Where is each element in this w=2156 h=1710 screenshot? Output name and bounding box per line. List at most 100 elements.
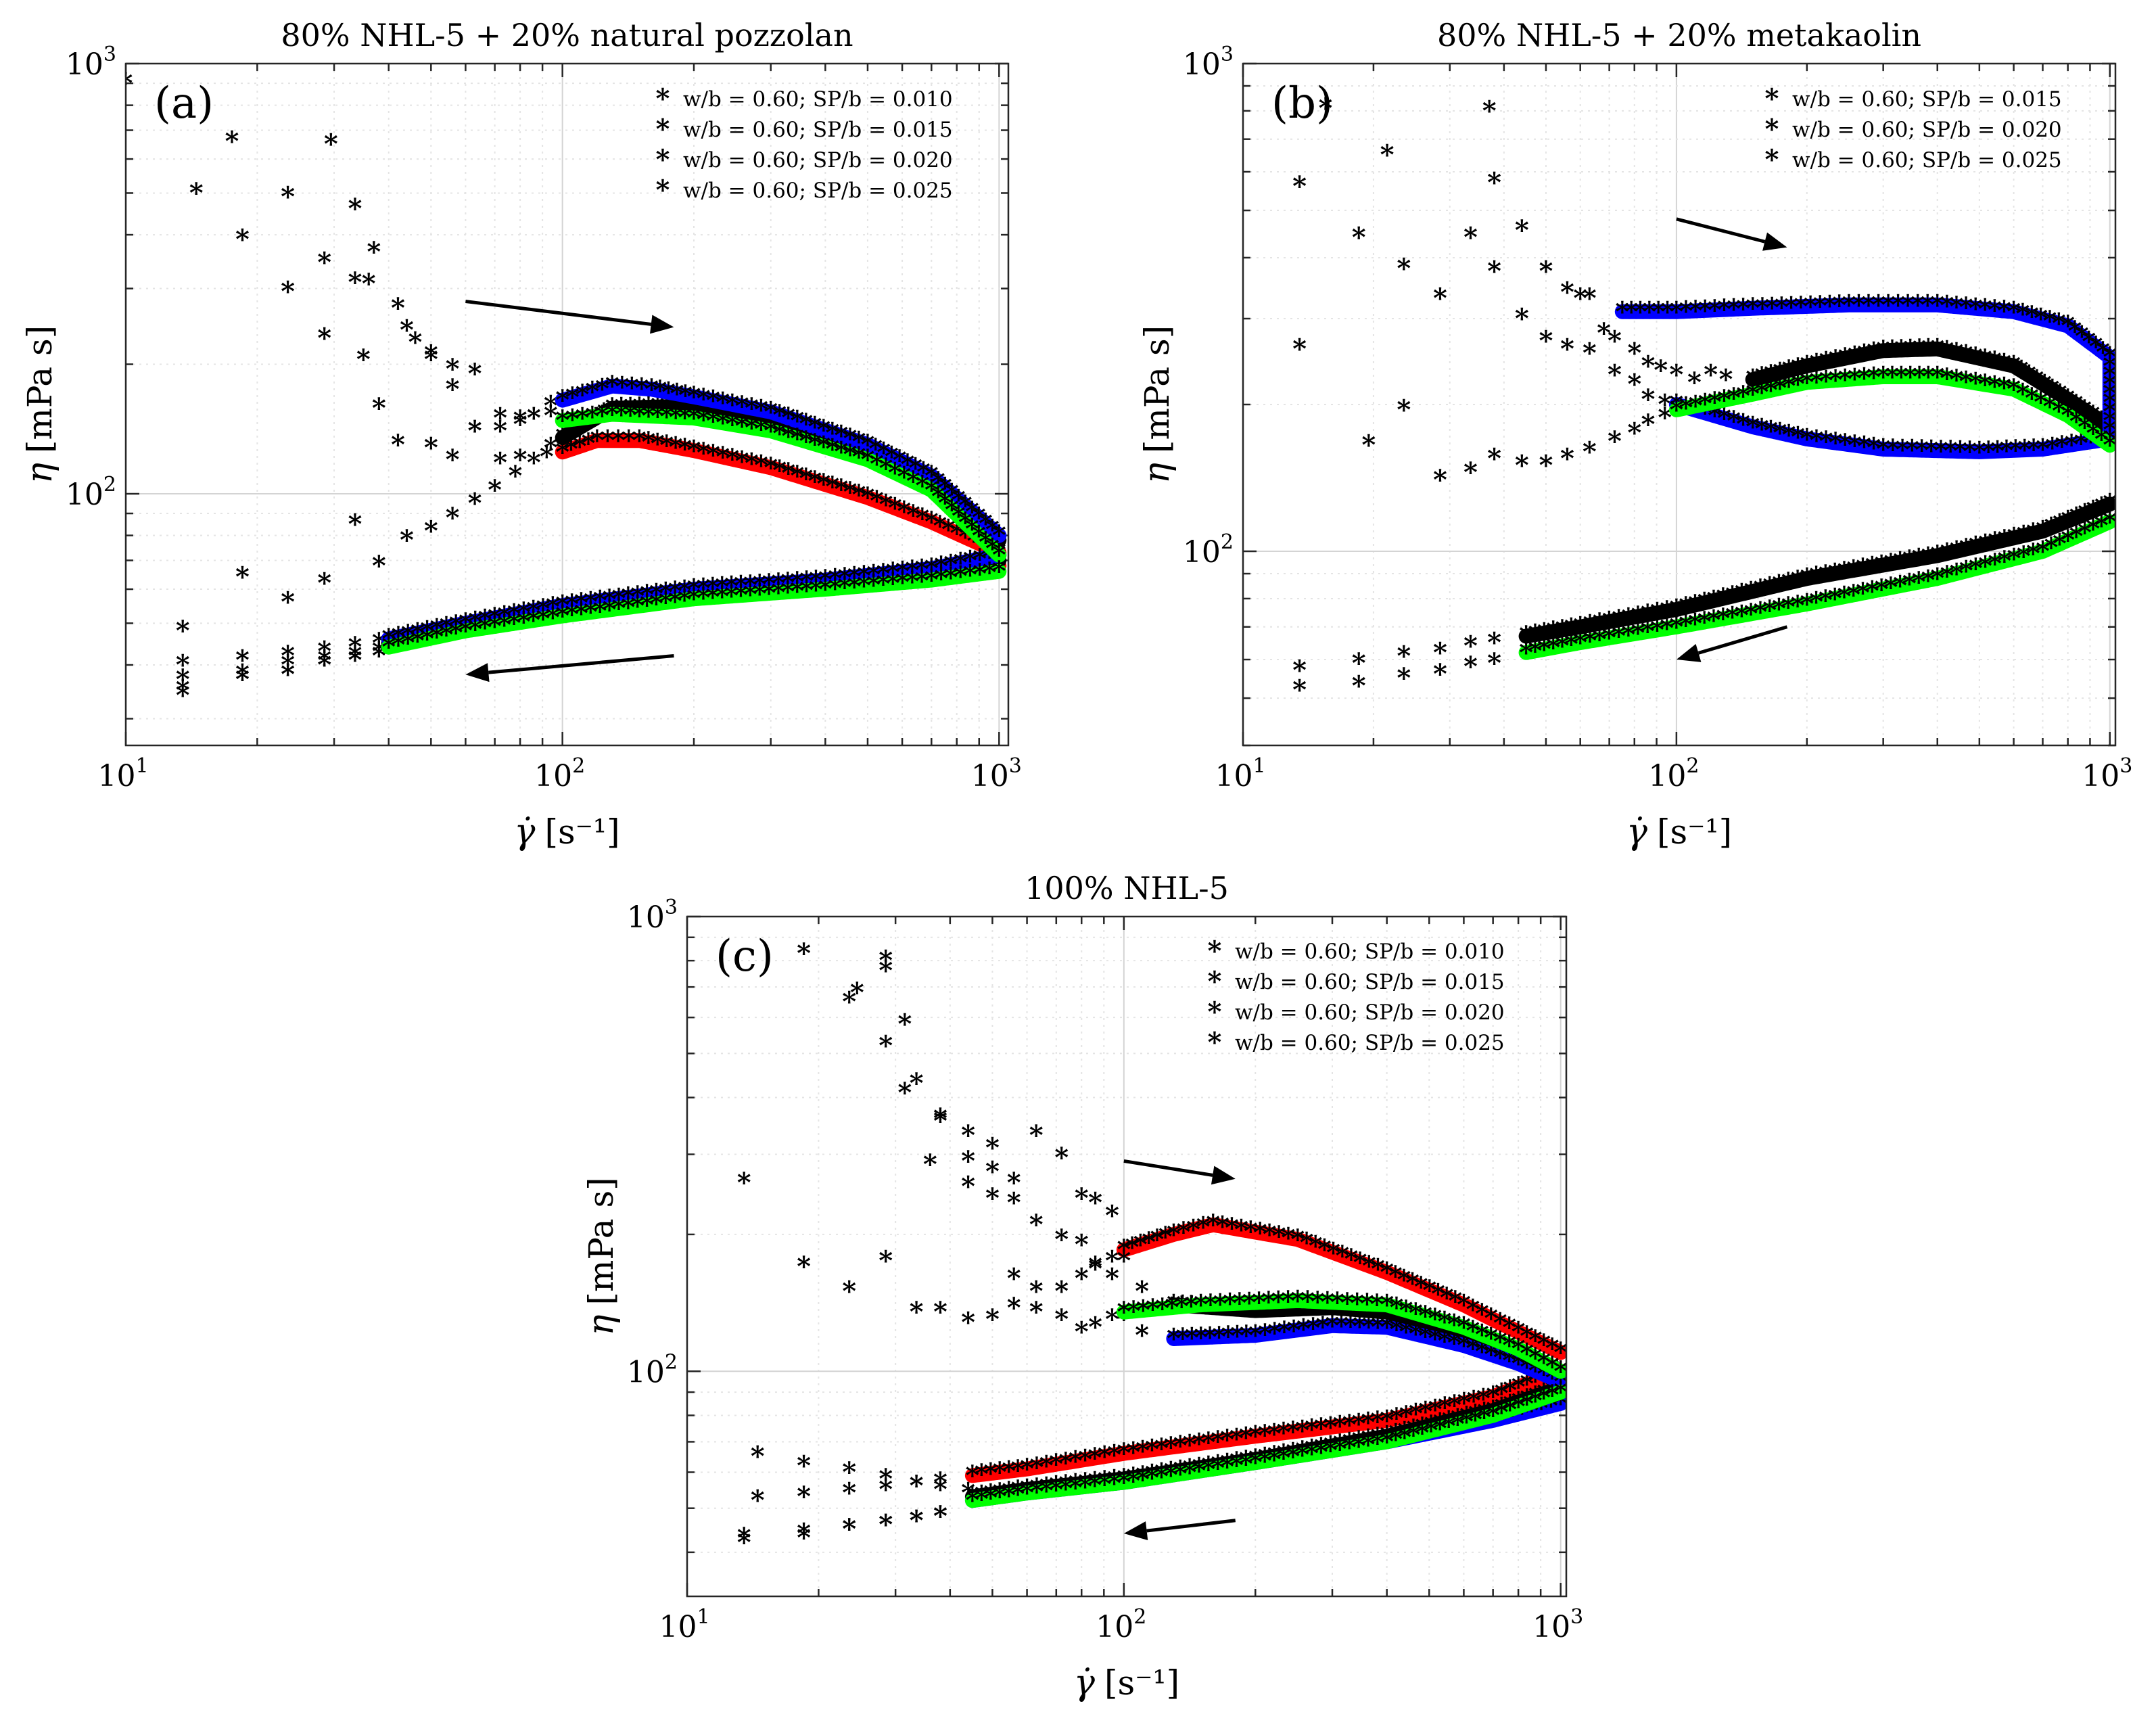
data-point: *: [1305, 1438, 1319, 1470]
data-point: *: [895, 567, 910, 599]
data-point: *: [1819, 559, 1833, 591]
data-point: *: [818, 574, 833, 605]
data-point: *: [762, 578, 776, 609]
data-point: *: [1913, 361, 1927, 392]
data-point: *: [1117, 1466, 1131, 1498]
data-point: *: [1650, 614, 1664, 646]
data-point: *: [1765, 292, 1779, 323]
y-tick-label: 102: [1183, 530, 1234, 570]
data-point: *: [1857, 431, 1871, 463]
dense-data-curve: [1116, 1293, 1566, 1379]
data-point: *: [1911, 289, 1925, 321]
data-point: *: [1075, 1228, 1089, 1260]
data-point: *: [1528, 635, 1543, 667]
arrow-head: [1211, 1165, 1236, 1185]
data-point: *: [1537, 1347, 1551, 1379]
data-point: *: [1380, 1312, 1394, 1343]
data-point: *: [2017, 519, 2031, 551]
data-point: *: [799, 575, 814, 607]
data-point: *: [1912, 566, 1926, 598]
data-point: *: [2052, 395, 2066, 427]
data-point: *: [1669, 394, 1683, 425]
data-point: *: [2007, 373, 2021, 405]
data-point: *: [965, 1460, 979, 1492]
data-point: *: [1597, 317, 1611, 349]
data-point: *: [2069, 521, 2084, 553]
data-point: *: [866, 569, 881, 601]
data-point: *: [1248, 1447, 1263, 1479]
data-point: *: [2096, 336, 2110, 368]
dense-data-curve: [555, 378, 1007, 543]
data-point: *: [1545, 1379, 1560, 1411]
data-point: *: [446, 444, 460, 476]
data-point: *: [2036, 515, 2050, 547]
data-point: *: [1642, 296, 1656, 327]
data-point: *: [1466, 1315, 1480, 1347]
data-point: *: [2007, 296, 2021, 327]
data-point: *: [555, 422, 569, 454]
data-point: *: [1781, 567, 1796, 599]
data-point: *: [2030, 365, 2044, 396]
data-point: *: [1963, 436, 1977, 467]
data-point: *: [1201, 1454, 1215, 1485]
data-point: *: [2103, 396, 2117, 428]
data-point: *: [1292, 674, 1307, 706]
data-point: *: [1930, 333, 1944, 365]
data-point: *: [1940, 560, 1954, 592]
data-point: *: [1314, 1436, 1328, 1468]
data-point: *: [1145, 1462, 1159, 1494]
data-point: *: [632, 425, 647, 457]
data-point: *: [1871, 289, 1885, 321]
data-point: *: [1344, 1243, 1359, 1275]
data-point: *: [1054, 1142, 1069, 1174]
plot-area: ****************************************…: [1292, 92, 2117, 706]
legend-marker: *: [1765, 144, 1779, 176]
data-point: *: [1352, 1408, 1366, 1439]
data-point: *: [1612, 604, 1626, 636]
data-point: *: [2044, 532, 2058, 563]
data-point: *: [1463, 630, 1478, 662]
data-point: *: [1718, 364, 1733, 396]
data-point: *: [1903, 361, 1917, 392]
data-point: *: [1621, 619, 1635, 651]
y-tick-label: 103: [66, 43, 116, 82]
data-point: *: [641, 400, 655, 432]
data-point: *: [317, 246, 331, 278]
data-point: *: [924, 474, 939, 506]
data-point: *: [1829, 344, 1843, 376]
data-point: *: [910, 1504, 924, 1536]
ticks: [124, 62, 1008, 745]
data-point: *: [1764, 415, 1778, 446]
data-point: *: [1463, 222, 1478, 254]
data-point: *: [1930, 289, 1944, 321]
data-point: *: [1258, 1419, 1272, 1451]
data-point: *: [527, 447, 541, 479]
data-point: *: [772, 417, 787, 449]
data-point: *: [1263, 1219, 1277, 1251]
data-point: *: [1442, 1410, 1456, 1442]
data-point: *: [1959, 555, 1973, 587]
data-point: *: [2017, 434, 2032, 466]
data-point: *: [1902, 568, 1917, 600]
plot-area: ****************************************…: [737, 938, 1566, 1558]
data-point: *: [1206, 1209, 1220, 1241]
data-point: *: [1447, 1327, 1461, 1359]
data-point: *: [1687, 367, 1702, 398]
data-point: *: [593, 595, 607, 627]
data-point: *: [1175, 1322, 1190, 1354]
data-point: *: [1837, 581, 1851, 613]
data-point: *: [933, 1105, 947, 1137]
data-point: *: [2026, 517, 2040, 549]
data-point: *: [348, 267, 362, 298]
data-point: *: [857, 570, 871, 602]
data-point: *: [979, 526, 993, 558]
data-point: *: [1223, 1288, 1237, 1320]
data-point: *: [1520, 1337, 1534, 1369]
data-point: *: [1978, 369, 1992, 400]
data-point: *: [1894, 361, 1908, 392]
data-point: *: [876, 568, 891, 600]
data-point: *: [1755, 376, 1769, 408]
data-point: *: [2078, 411, 2092, 443]
data-point: *: [630, 591, 645, 622]
data-point: *: [176, 649, 190, 681]
